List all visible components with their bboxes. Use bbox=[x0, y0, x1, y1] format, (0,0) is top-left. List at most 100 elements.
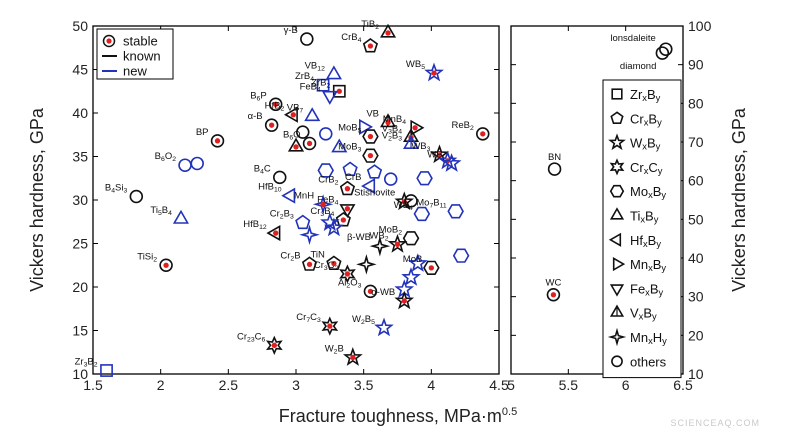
y-axis-title-left: Vickers hardness, GPa bbox=[27, 107, 47, 292]
data-label-zrb-4: ZrB4 bbox=[295, 71, 314, 83]
data-point-wb bbox=[369, 235, 391, 257]
data-point-mo-7b-11 bbox=[447, 204, 464, 219]
y-tick-label-right: 90 bbox=[688, 57, 704, 73]
legend-family-label: CrxCy bbox=[630, 160, 663, 176]
data-point-unlabeled bbox=[331, 138, 348, 153]
legend-family-label: MnxHy bbox=[630, 330, 667, 346]
data-point-mob-5 bbox=[362, 129, 379, 144]
y-tick-label-right: 10 bbox=[688, 366, 704, 382]
legend-family-others: others bbox=[611, 354, 667, 369]
data-label-feb-4: FeB4 bbox=[317, 195, 338, 207]
data-point-unlabeled bbox=[356, 254, 377, 275]
data-label-feb-4: FeB4 bbox=[300, 82, 321, 94]
x-axis-title: Fracture toughness, MPa·m0.5 bbox=[279, 406, 517, 426]
data-point-b-4c bbox=[273, 170, 287, 185]
data-point-unlabeled bbox=[452, 248, 470, 263]
data-point-vb-7 bbox=[304, 107, 321, 122]
data-point-wb bbox=[441, 153, 462, 172]
left-plot-frame: 1.5 2 2.5 3 3.5 4 4.5 10 15 20 25 30 35 40 45 50 bbox=[72, 18, 509, 393]
y-tick-label-left: 25 bbox=[72, 236, 88, 252]
y-tick-label-left: 45 bbox=[72, 62, 88, 78]
data-label-v-3b-4: V3B4 bbox=[382, 123, 403, 135]
data-label-mob-5: MoB5 bbox=[338, 122, 362, 134]
y-tick-label-left: 40 bbox=[72, 105, 88, 121]
plot-border bbox=[510, 25, 684, 375]
data-point-wb-5 bbox=[424, 62, 444, 82]
x-tick-label: 3.5 bbox=[354, 377, 374, 393]
legend-family-w-xb-y: WxBy bbox=[608, 133, 661, 152]
data-point-mob bbox=[423, 260, 440, 276]
legend-marker-star4 bbox=[607, 327, 627, 347]
data-point-diamond bbox=[655, 46, 670, 60]
data-point-unlabeled bbox=[404, 194, 418, 208]
data-label-lonsdaleite: lonsdaleite bbox=[610, 33, 655, 44]
legend-family-v-xb-y: VxBy bbox=[609, 304, 657, 322]
y-tick-label-right: 50 bbox=[688, 211, 704, 227]
legend-stable: stable bbox=[102, 34, 158, 49]
legend-known: known bbox=[102, 49, 161, 64]
legend-marker-triangle-right bbox=[612, 257, 626, 272]
legend-new-label: new bbox=[123, 64, 147, 79]
data-label-crb-4: CrB4 bbox=[341, 32, 361, 44]
data-point-cr-3b-4 bbox=[335, 212, 351, 227]
legend-stable-label: stable bbox=[123, 34, 158, 49]
data-point-mob-3 bbox=[362, 148, 379, 163]
data-point-unlabeled bbox=[287, 137, 305, 152]
legend-family-label: VxBy bbox=[630, 306, 657, 322]
x-tick-label: 4 bbox=[427, 377, 435, 393]
legend-family-zr-xb-y: ZrxBy bbox=[611, 87, 661, 103]
y-tick-label-left: 20 bbox=[72, 279, 88, 295]
data-point-unlabeled bbox=[190, 156, 204, 171]
data-point-tisi-2 bbox=[159, 258, 173, 272]
data-label-hfb-2: HfB2 bbox=[265, 101, 285, 113]
data-point-cr-3c-2 bbox=[339, 264, 356, 284]
data-point-unlabeled bbox=[324, 217, 344, 237]
y-tick-label-left: 50 bbox=[72, 18, 88, 34]
data-point-hfb-2 bbox=[284, 106, 298, 123]
data-point-reb-2 bbox=[476, 127, 490, 141]
data-point-mnh bbox=[312, 194, 334, 215]
legend-family-fe-xb-y: FexBy bbox=[609, 281, 664, 297]
data-point-unlabeled bbox=[416, 171, 433, 186]
right-plot-frame: 5 5.5 6 6.510 20 30 40 50 60 70 80 90 100 bbox=[507, 18, 711, 393]
data-label-ti-5b-4: Ti5B4 bbox=[150, 205, 172, 217]
data-point-crb bbox=[361, 178, 376, 195]
data-label-b-6o-2: B6O2 bbox=[155, 151, 177, 163]
data-label-vb: VB bbox=[366, 109, 379, 120]
legend-family-label: CrxBy bbox=[630, 111, 662, 127]
data-point-unlabeled bbox=[407, 253, 428, 272]
data-point-zrb-4 bbox=[316, 78, 330, 92]
data-point-vb-12 bbox=[325, 65, 342, 80]
data-label-b: α-B bbox=[248, 111, 263, 122]
data-label-cr-2b-3: Cr2B3 bbox=[270, 209, 294, 221]
data-label-vb-7: VB7 bbox=[287, 102, 304, 114]
legend-new: new bbox=[102, 64, 147, 79]
legend-family-label: FexBy bbox=[630, 281, 664, 297]
legend-marker-star5 bbox=[608, 133, 626, 151]
data-label-mnb-4: MnB4 bbox=[383, 114, 407, 126]
data-point-unlabeled bbox=[296, 125, 310, 139]
data-point-wb-4 bbox=[413, 206, 431, 222]
legend-family-cr-xb-y: CrxBy bbox=[610, 111, 662, 127]
data-point-mob-2 bbox=[402, 231, 420, 246]
data-point-b bbox=[300, 32, 314, 46]
data-point-unlabeled bbox=[319, 127, 333, 141]
data-point-unlabeled bbox=[358, 118, 374, 135]
data-label-cr-23c-6: Cr23C6 bbox=[237, 331, 266, 343]
x-tick-label: 5 bbox=[507, 377, 515, 393]
x-tick-label: 1.5 bbox=[83, 377, 103, 393]
legend-family-label: others bbox=[630, 354, 667, 369]
data-point-feb-4 bbox=[321, 90, 338, 105]
data-label-crb: CrB bbox=[345, 172, 361, 183]
legend-family-mn-xb-y: MnxBy bbox=[612, 257, 666, 273]
legend-family-cr-xc-y: CrxCy bbox=[609, 158, 663, 176]
data-point-unlabeled bbox=[383, 172, 398, 186]
data-label-crb-2: CrB2 bbox=[318, 175, 338, 187]
legend-marker-triangle-left bbox=[608, 232, 622, 247]
x-tick-label: 4.5 bbox=[489, 377, 509, 393]
data-label-b-4si-3: B4Si3 bbox=[105, 183, 128, 195]
data-point-wc bbox=[546, 287, 561, 302]
data-point-bp bbox=[210, 134, 225, 148]
